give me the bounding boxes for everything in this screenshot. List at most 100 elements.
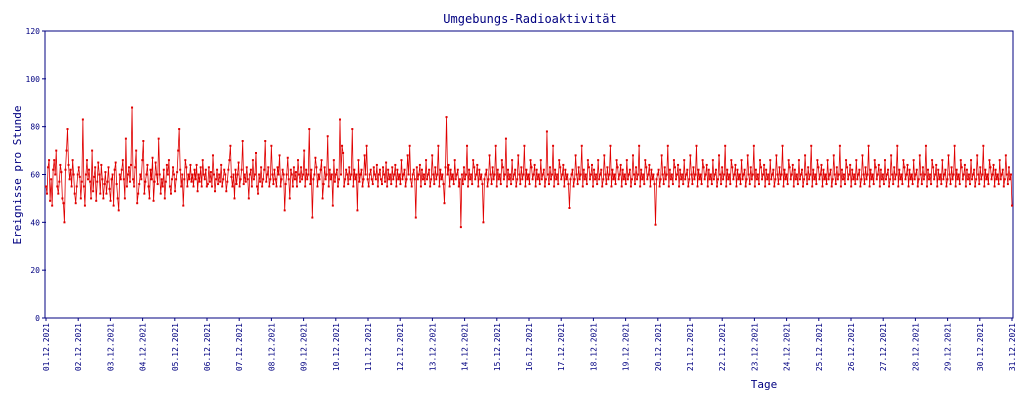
data-point	[326, 135, 329, 138]
data-point	[456, 168, 459, 171]
x-tick-label: 19.12.2021	[622, 323, 631, 371]
data-point	[742, 173, 745, 176]
data-point	[681, 173, 684, 176]
data-point	[534, 185, 537, 188]
data-point	[748, 183, 751, 186]
data-point	[211, 154, 214, 157]
data-point	[454, 178, 457, 181]
data-point	[837, 173, 840, 176]
data-point	[190, 180, 193, 183]
data-point	[625, 159, 628, 162]
data-point	[182, 204, 185, 207]
data-point	[897, 185, 900, 188]
data-point	[382, 166, 385, 169]
data-point	[666, 144, 669, 147]
data-point	[429, 185, 432, 188]
data-point	[918, 154, 921, 157]
data-point	[902, 159, 905, 162]
data-point	[808, 178, 811, 181]
data-point	[237, 161, 240, 164]
data-point	[564, 168, 567, 171]
data-point	[100, 163, 103, 166]
data-point	[317, 173, 320, 176]
data-point	[219, 180, 222, 183]
data-point	[275, 185, 278, 188]
data-point	[958, 183, 961, 186]
data-point	[773, 185, 776, 188]
data-point	[779, 178, 782, 181]
data-point	[432, 173, 435, 176]
data-point	[180, 185, 183, 188]
data-point	[517, 154, 520, 157]
x-tick-label: 21.12.2021	[686, 323, 695, 371]
data-point	[588, 178, 591, 181]
x-tick-label: 27.12.2021	[879, 323, 888, 371]
data-point	[121, 159, 124, 162]
data-point	[351, 128, 354, 131]
data-point	[273, 168, 276, 171]
data-point	[672, 159, 675, 162]
data-point	[512, 178, 515, 181]
data-point	[572, 185, 575, 188]
data-point	[942, 178, 945, 181]
data-point	[662, 183, 665, 186]
data-point	[87, 178, 89, 181]
data-point	[57, 192, 60, 195]
data-point	[556, 173, 559, 176]
data-point	[372, 166, 375, 169]
data-point	[715, 185, 718, 188]
data-point	[809, 173, 812, 176]
data-point	[526, 178, 529, 181]
data-point	[736, 168, 739, 171]
data-point	[148, 197, 151, 200]
data-point	[743, 168, 746, 171]
data-point	[143, 192, 146, 195]
data-point	[847, 178, 850, 181]
data-point	[603, 154, 606, 157]
data-point	[402, 173, 405, 176]
data-point	[202, 173, 205, 176]
data-point	[645, 166, 648, 169]
data-point	[676, 173, 679, 176]
data-point	[980, 178, 983, 181]
data-point	[557, 183, 560, 186]
data-point	[509, 173, 512, 176]
x-tick-label: 05.12.2021	[171, 323, 180, 371]
data-point	[991, 173, 994, 176]
data-point	[710, 183, 713, 186]
data-point	[834, 183, 837, 186]
data-point	[369, 168, 372, 171]
data-point	[648, 163, 651, 166]
data-point	[951, 178, 954, 181]
data-point	[631, 154, 634, 157]
data-point	[940, 183, 943, 186]
data-point	[904, 178, 907, 181]
x-axis: 01.12.2021 02.12.2021 03.12.2021 04.12.2021…	[42, 318, 1017, 371]
data-point	[274, 178, 277, 181]
data-point	[398, 173, 401, 176]
data-point	[659, 178, 662, 181]
data-point	[711, 159, 714, 162]
data-point	[126, 173, 129, 176]
data-point	[138, 183, 141, 186]
data-point	[334, 173, 337, 176]
data-point	[543, 185, 546, 188]
data-point	[604, 173, 607, 176]
data-point	[903, 166, 906, 169]
data-point	[151, 156, 154, 159]
data-point	[591, 163, 593, 166]
data-point	[627, 173, 630, 176]
data-point	[699, 173, 702, 176]
data-point	[594, 178, 597, 181]
data-point	[470, 173, 473, 176]
data-point	[819, 173, 822, 176]
data-point	[408, 144, 411, 147]
data-point	[462, 166, 465, 169]
data-point	[994, 168, 997, 171]
data-point	[66, 128, 69, 131]
data-point	[515, 185, 518, 188]
data-point	[204, 168, 207, 171]
data-point	[222, 178, 225, 181]
data-point	[815, 183, 818, 186]
